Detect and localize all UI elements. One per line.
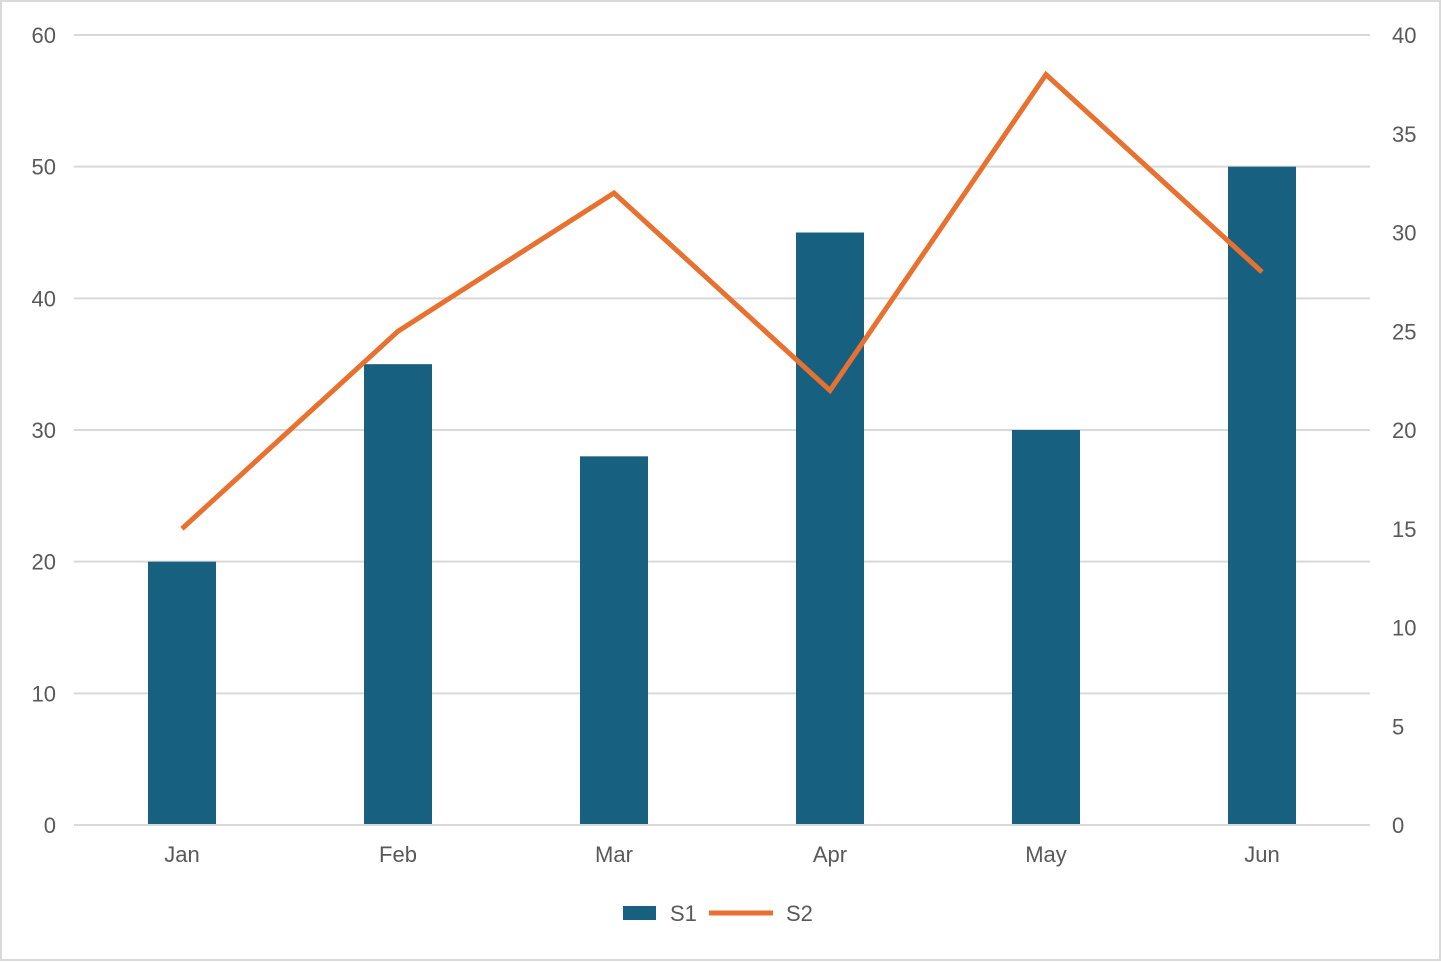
x-axis: Jan Feb Mar Apr May Jun <box>74 824 1370 867</box>
gridlines <box>74 34 1370 826</box>
bar-mar <box>580 456 648 825</box>
right-tick-label: 0 <box>1392 813 1404 838</box>
right-tick-label: 40 <box>1392 23 1416 48</box>
right-tick-label: 30 <box>1392 221 1416 246</box>
bar-apr <box>796 232 864 825</box>
x-tick-label: Apr <box>813 842 847 867</box>
bar-series <box>148 166 1296 825</box>
x-tick-label: Jun <box>1244 842 1279 867</box>
bar-feb <box>364 364 432 825</box>
legend-label: S1 <box>670 901 697 926</box>
right-tick-label: 20 <box>1392 418 1416 443</box>
left-tick-label: 20 <box>32 550 56 575</box>
left-tick-label: 0 <box>44 813 56 838</box>
x-tick-label: Jan <box>164 842 199 867</box>
line-s2 <box>180 70 1264 531</box>
left-tick-label: 50 <box>32 155 56 180</box>
bar-may <box>1012 430 1080 825</box>
left-tick-label: 40 <box>32 286 56 311</box>
right-tick-label: 15 <box>1392 517 1416 542</box>
left-y-axis: 0 10 20 30 40 50 60 <box>32 23 56 838</box>
legend-swatch-s1 <box>623 906 656 920</box>
legend-label: S2 <box>786 901 813 926</box>
left-tick-label: 30 <box>32 418 56 443</box>
x-tick-label: Mar <box>595 842 633 867</box>
line-series <box>180 70 1264 531</box>
legend: S1 S2 <box>623 901 813 926</box>
right-tick-label: 35 <box>1392 122 1416 147</box>
x-tick-label: May <box>1025 842 1067 867</box>
left-tick-label: 10 <box>32 681 56 706</box>
left-tick-label: 60 <box>32 23 56 48</box>
right-tick-label: 25 <box>1392 319 1416 344</box>
right-tick-label: 5 <box>1392 714 1404 739</box>
right-y-axis: 0 5 10 15 20 25 30 35 40 <box>1392 23 1416 838</box>
right-tick-label: 10 <box>1392 616 1416 641</box>
bar-jun <box>1228 166 1296 825</box>
x-tick-label: Feb <box>379 842 417 867</box>
bar-jan <box>148 561 216 825</box>
